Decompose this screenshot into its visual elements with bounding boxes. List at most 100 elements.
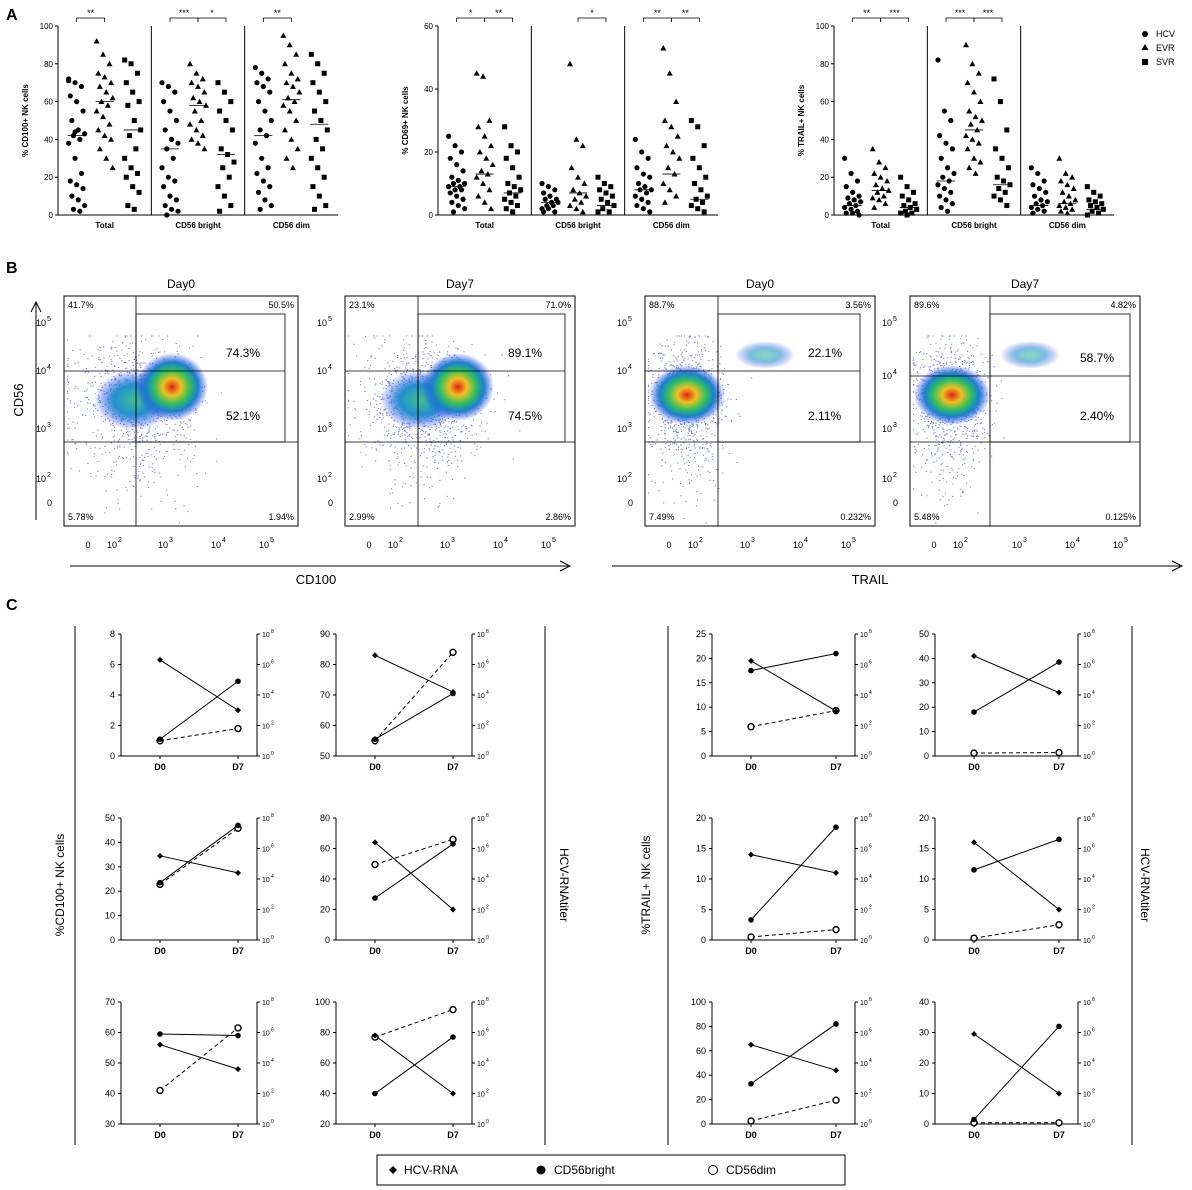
category-label: CD56 dim [273, 221, 310, 230]
y-tick-label: 5 [701, 727, 706, 737]
point-svr [502, 124, 508, 130]
point-evr [193, 70, 200, 76]
category-label: CD56 bright [555, 221, 601, 230]
significance-bracket [577, 17, 607, 22]
point-evr [977, 159, 984, 165]
point-svr [312, 206, 318, 212]
cd56bright-line [159, 680, 239, 740]
point-evr [104, 102, 111, 108]
y2-tick-label: 10 [1083, 663, 1091, 670]
point-evr [95, 70, 102, 76]
cd56dim-line [374, 1009, 454, 1038]
point-evr [966, 164, 973, 171]
point-svr [991, 76, 997, 82]
quadrant-lower-right: 2.86% [545, 512, 571, 522]
y2-tick-exponent: 8 [271, 629, 274, 635]
y-tick-label: 60 [105, 1028, 115, 1038]
point-svr [508, 199, 514, 205]
point-svr [701, 143, 707, 149]
point-hcv [455, 177, 461, 183]
point-svr [323, 99, 329, 105]
gate-box [989, 313, 1131, 443]
y2-tick-label: 10 [1083, 877, 1091, 884]
y-tick-label: 0 [110, 935, 115, 945]
flow-x-tick-label: 10 [740, 540, 750, 550]
point-evr [1062, 170, 1069, 176]
point-evr [103, 89, 110, 95]
flow-x-tick-label: 10 [107, 540, 117, 550]
significance-label: ** [274, 8, 282, 18]
point-hcv [935, 57, 941, 63]
legend-bright-marker [536, 1165, 546, 1175]
legend-hcv-rna-label: HCV-RNA [404, 1163, 458, 1177]
y2-tick-label: 10 [262, 1092, 270, 1099]
flow-y-tick-exponent: 5 [47, 316, 51, 323]
point-svr [323, 203, 329, 209]
flow-x-tick-label: 10 [158, 540, 168, 550]
point-svr [910, 189, 916, 195]
hcv-rna-point [1056, 1090, 1062, 1097]
point-svr [218, 146, 224, 152]
flow-y-tick-label: 10 [317, 366, 327, 376]
cd56bright-point [748, 917, 754, 923]
point-svr [1005, 165, 1011, 171]
point-svr [902, 208, 908, 214]
hcv-rna-point [748, 851, 754, 858]
point-evr [475, 193, 482, 199]
point-evr [669, 149, 676, 155]
y2-tick-label: 10 [477, 1092, 485, 1099]
point-hcv [449, 174, 455, 180]
point-svr [1001, 178, 1007, 184]
point-hcv [462, 180, 468, 187]
point-hcv [72, 129, 78, 135]
point-svr [605, 199, 611, 205]
hcv-rna-point [833, 708, 839, 715]
point-svr [217, 208, 223, 214]
point-hcv [632, 193, 638, 199]
y-tick-label: 20 [44, 173, 53, 182]
y-tick-label: 30 [105, 862, 115, 872]
point-evr [972, 170, 979, 176]
point-svr [131, 206, 137, 212]
hcv-rna-point [1056, 689, 1062, 696]
point-evr [1061, 198, 1068, 205]
point-evr [579, 208, 586, 215]
significance-bracket [852, 17, 882, 22]
cd56bright-point [748, 1080, 754, 1087]
point-svr [228, 203, 234, 209]
point-evr [286, 41, 293, 48]
point-evr [473, 70, 480, 76]
point-svr [315, 61, 321, 67]
point-hcv [162, 127, 168, 133]
x-tick-label: D7 [830, 946, 842, 956]
point-evr [283, 155, 290, 161]
point-hcv [165, 174, 171, 180]
point-svr [688, 118, 694, 123]
point-evr [481, 199, 488, 205]
point-svr [510, 165, 516, 171]
point-svr [511, 184, 517, 190]
point-svr [688, 203, 694, 209]
density-core [914, 365, 990, 425]
point-hcv [854, 178, 861, 184]
point-evr [93, 38, 100, 44]
point-hcv [161, 99, 167, 105]
y2-tick-exponent: 2 [486, 905, 489, 911]
gate-lower-percent: 2.11% [808, 409, 841, 423]
point-hcv [647, 174, 653, 180]
point-svr [997, 197, 1003, 203]
significance-label: * [590, 8, 594, 18]
point-svr [597, 187, 603, 193]
point-evr [876, 196, 883, 203]
panel-label-b: B [6, 260, 18, 277]
point-evr [109, 94, 116, 101]
y-tick-label: 10 [696, 874, 706, 884]
point-hcv [80, 185, 86, 192]
legend-svr-label: SVR [1156, 57, 1175, 67]
legend-evr-label: EVR [1156, 43, 1175, 53]
trail-axis-label: TRAIL [852, 572, 889, 587]
point-evr [567, 60, 573, 67]
point-evr [475, 123, 482, 130]
x-tick-label: D0 [745, 946, 757, 956]
flow-y-tick-exponent: 5 [328, 316, 332, 323]
